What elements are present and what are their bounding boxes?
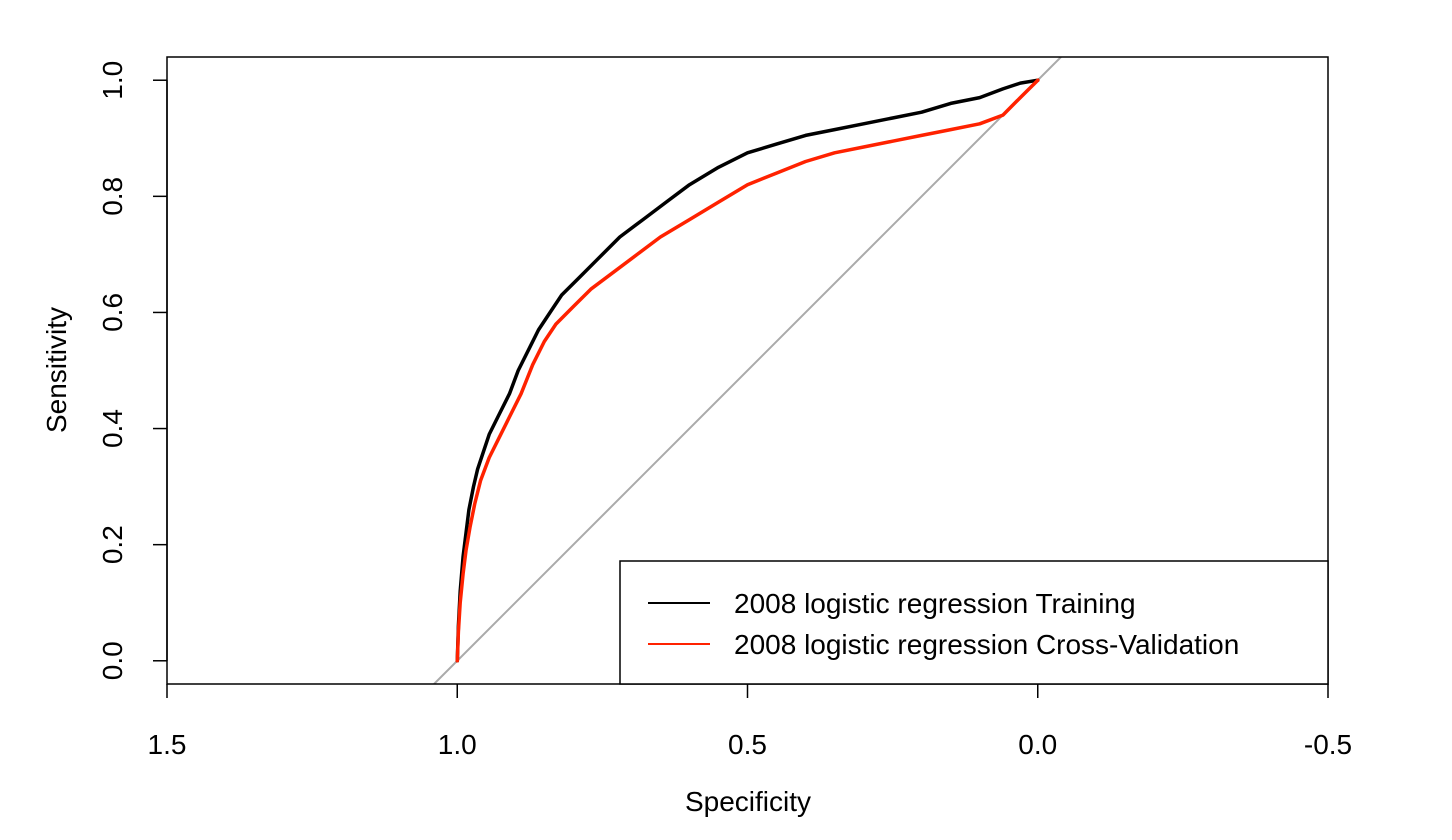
x-tick-label: 1.5 (148, 729, 187, 760)
series-line-training (455, 78, 1040, 663)
series-layer (455, 78, 1040, 663)
y-axis: 0.0 0.2 0.4 0.6 0.8 1.0 (97, 61, 168, 680)
x-tick-label: 0.5 (728, 729, 767, 760)
x-tick-label: 0.0 (1018, 729, 1057, 760)
legend-label-cross-validation: 2008 logistic regression Cross-Validatio… (734, 629, 1239, 660)
y-tick-label: 0.2 (97, 525, 128, 564)
y-tick-label: 1.0 (97, 61, 128, 100)
legend-box (619, 560, 1329, 685)
x-axis: 1.5 1.0 0.5 0.0 -0.5 (148, 684, 1352, 760)
y-tick-label: 0.6 (97, 293, 128, 332)
y-tick-label: 0.4 (97, 409, 128, 448)
y-tick-label: 0.0 (97, 641, 128, 680)
x-tick-label: 1.0 (438, 729, 477, 760)
legend: 2008 logistic regression Training 2008 l… (619, 560, 1329, 685)
x-tick-label: -0.5 (1304, 729, 1352, 760)
legend-label-training: 2008 logistic regression Training (734, 588, 1136, 619)
series-line-cross-validation (455, 78, 1040, 663)
y-axis-label: Sensitivity (41, 307, 72, 433)
reference-diagonal (433, 57, 1062, 684)
reference-line-layer (433, 57, 1062, 684)
y-tick-label: 0.8 (97, 177, 128, 216)
x-axis-label: Specificity (685, 786, 811, 817)
